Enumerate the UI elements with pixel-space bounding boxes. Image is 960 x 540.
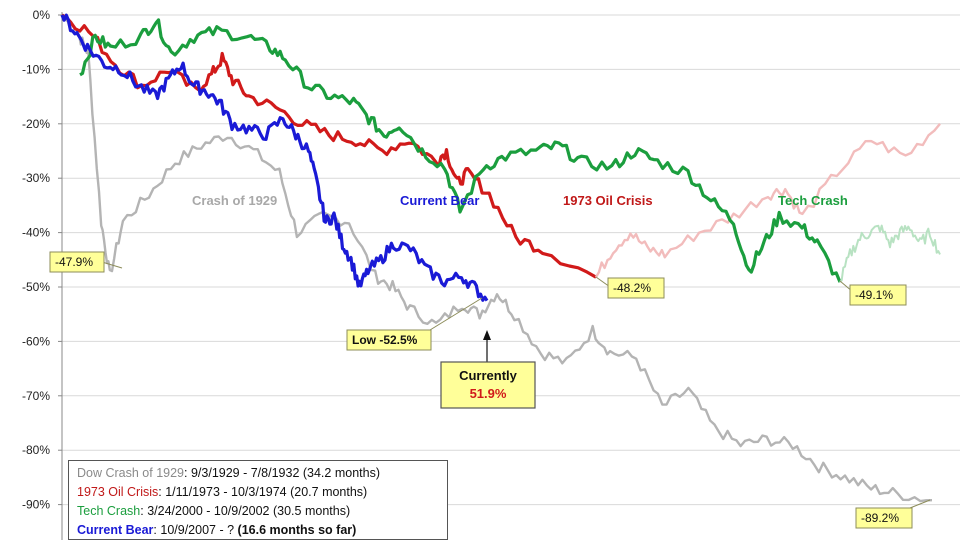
y-tick-label: -60% (22, 334, 50, 348)
svg-text:Currently: Currently (459, 368, 518, 383)
legend-range: 10/9/2007 - ? (160, 523, 238, 537)
callout-1929-end: -89.2% (855, 499, 931, 529)
y-tick-label: -90% (22, 498, 50, 512)
callout-currently: Currently 51.9% (440, 330, 536, 409)
legend-range: 1/11/1973 - 10/3/1974 (20.7 months) (165, 485, 368, 499)
svg-text:Low -52.5%: Low -52.5% (352, 333, 418, 347)
series-label-crash-1929: Crash of 1929 (192, 193, 277, 208)
callout-1929-low: -47.9% (49, 251, 123, 273)
legend-name: Tech Crash (77, 504, 141, 518)
legend-sep: : (184, 466, 191, 480)
legend-extra: (16.6 months so far) (237, 523, 357, 537)
y-tick-label: -10% (22, 62, 50, 76)
series-label-oil-crisis: 1973 Oil Crisis (563, 193, 653, 208)
y-tick-label: -40% (22, 226, 50, 240)
legend-entry-tech: Tech Crash: 3/24/2000 - 10/9/2002 (30.5 … (77, 502, 439, 521)
series-line-1973-oil-crisis-continued- (594, 123, 941, 278)
legend-sep: : (153, 523, 161, 537)
legend-entry-1973: 1973 Oil Crisis: 1/11/1973 - 10/3/1974 (… (77, 483, 439, 502)
series-line-current-bear (60, 13, 489, 302)
svg-text:-49.1%: -49.1% (855, 288, 893, 302)
series-lines (60, 13, 941, 503)
y-tick-label: -70% (22, 389, 50, 403)
legend-entry-1929: Dow Crash of 1929: 9/3/1929 - 7/8/1932 (… (77, 464, 439, 483)
y-axis: 0% -10% -20% -30% -40% -50% -60% -70% -80% -90% (22, 8, 63, 540)
callout-tech-low: -49.1% (839, 280, 907, 306)
y-tick-label: -20% (22, 117, 50, 131)
legend-entry-current: Current Bear: 10/9/2007 - ? (16.6 months… (77, 521, 439, 540)
y-tick-label: -80% (22, 443, 50, 457)
series-line-tech-crash-continued- (839, 224, 941, 283)
series-line-crash-of-1929 (61, 14, 933, 503)
callout-oil-low: -48.2% (595, 276, 665, 299)
svg-text:-48.2%: -48.2% (613, 281, 651, 295)
legend-name: Dow Crash of 1929 (77, 466, 185, 480)
legend-range: 9/3/1929 - 7/8/1932 (34.2 months) (190, 466, 380, 480)
callout-current-low: Low -52.5% (346, 297, 483, 351)
series-label-tech-crash: Tech Crash (778, 193, 848, 208)
legend-name: Current Bear (77, 523, 154, 537)
series-line-1973-oil-crisis (61, 13, 597, 279)
legend-name: 1973 Oil Crisis (77, 485, 159, 499)
legend-sep: : (140, 504, 148, 518)
legend-sep: : (158, 485, 166, 499)
svg-text:-47.9%: -47.9% (55, 255, 93, 269)
y-tick-label: 0% (33, 8, 51, 22)
y-tick-label: -30% (22, 171, 50, 185)
svg-text:51.9%: 51.9% (470, 386, 507, 401)
legend-range: 3/24/2000 - 10/9/2002 (30.5 months) (147, 504, 351, 518)
svg-text:-89.2%: -89.2% (861, 511, 899, 525)
y-tick-label: -50% (22, 280, 50, 294)
series-line-tech-crash (79, 18, 842, 283)
legend-box: Dow Crash of 1929: 9/3/1929 - 7/8/1932 (… (68, 460, 448, 540)
series-label-current-bear: Current Bear (400, 193, 479, 208)
